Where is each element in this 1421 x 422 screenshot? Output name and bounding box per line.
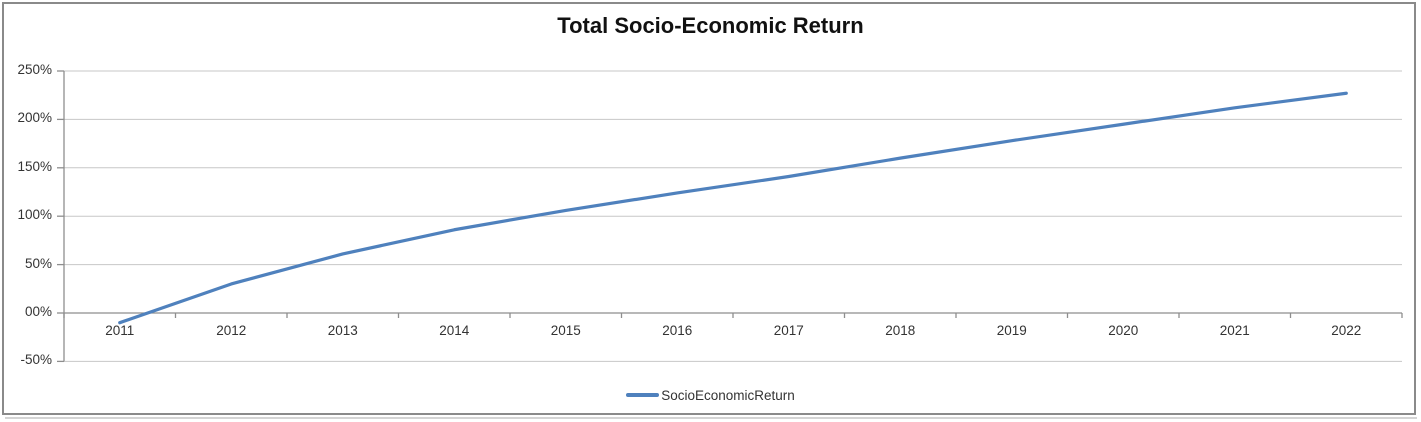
legend-line-swatch bbox=[626, 393, 660, 397]
x-axis-tick-label: 2011 bbox=[105, 323, 135, 338]
y-axis-tick-label: 50% bbox=[24, 255, 52, 271]
x-axis-tick-label: 2022 bbox=[1331, 323, 1362, 338]
chart-title: Total Socio-Economic Return bbox=[557, 13, 864, 38]
x-axis-tick-label: 2012 bbox=[216, 323, 247, 338]
x-axis-tick-label: 2016 bbox=[662, 323, 693, 338]
y-axis-tick-label: 150% bbox=[17, 158, 52, 174]
x-axis-tick-label: 2018 bbox=[885, 323, 916, 338]
y-axis-tick-label: 100% bbox=[17, 207, 52, 223]
x-axis-tick-label: 2019 bbox=[996, 323, 1027, 338]
series-line-socioeconomicreturn bbox=[118, 91, 1348, 325]
x-axis-tick-label: 2015 bbox=[550, 323, 581, 338]
y-axis-tick-label: 250% bbox=[17, 62, 52, 77]
x-axis-tick-label: 2021 bbox=[1219, 323, 1250, 338]
legend: SocioEconomicReturn bbox=[0, 385, 1421, 405]
chart-frame-shadow bbox=[5, 417, 1417, 419]
x-axis-tick-label: 2014 bbox=[439, 323, 470, 338]
y-axis-tick-label: -50% bbox=[20, 352, 52, 368]
y-axis-tick-label: 200% bbox=[17, 110, 52, 126]
x-axis-tick-label: 2013 bbox=[327, 323, 358, 338]
x-axis-tick-label: 2020 bbox=[1108, 323, 1139, 338]
y-axis-tick-label: 00% bbox=[24, 304, 52, 319]
legend-series-label: SocioEconomicReturn bbox=[661, 387, 795, 403]
x-axis-tick-label: 2017 bbox=[773, 323, 804, 338]
